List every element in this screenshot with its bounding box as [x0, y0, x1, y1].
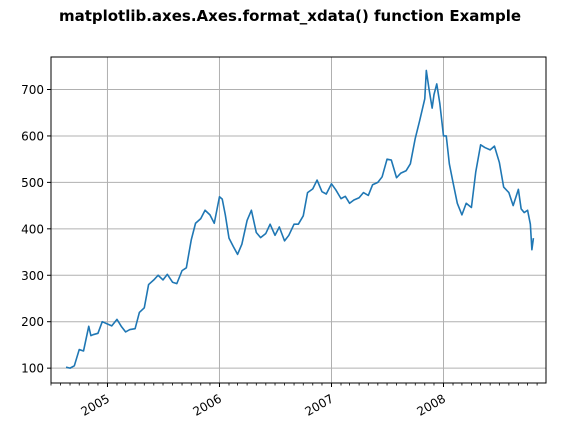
series-layer — [65, 69, 535, 369]
y-tick-label: 500 — [21, 176, 44, 190]
plot-area-frame — [50, 56, 547, 384]
series-line — [65, 69, 535, 369]
y-tick-label: 700 — [21, 83, 44, 97]
y-tick-label: 400 — [21, 222, 44, 236]
grid-lines — [51, 57, 546, 383]
axis-ticks — [47, 89, 538, 387]
y-tick-label: 600 — [21, 129, 44, 143]
y-tick-label: 300 — [21, 269, 44, 283]
chart-title: matplotlib.axes.Axes.format_xdata() func… — [59, 7, 521, 25]
y-tick-label: 100 — [21, 362, 44, 376]
x-tick-label: 2007 — [303, 391, 336, 418]
x-tick-label: 2008 — [415, 391, 448, 418]
x-tick-label: 2006 — [191, 391, 224, 418]
y-tick-label: 200 — [21, 315, 44, 329]
x-tick-label: 2005 — [79, 391, 112, 418]
